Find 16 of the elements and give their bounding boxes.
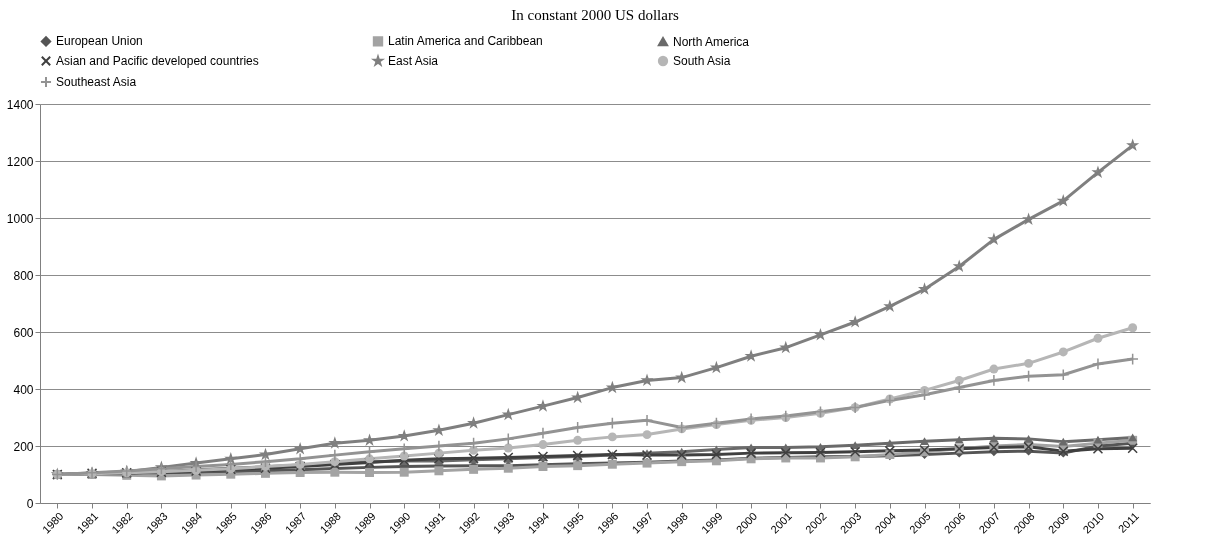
y-tick-label: 1200	[6, 154, 34, 169]
y-tick-label: 1400	[6, 97, 34, 112]
legend-label: East Asia	[388, 54, 439, 68]
legend-label: North America	[673, 34, 750, 49]
y-tick-label: 400	[13, 382, 34, 397]
legend-label: South Asia	[673, 54, 731, 68]
chart-title: In constant 2000 US dollars	[511, 7, 679, 23]
legend-label: European Union	[56, 34, 143, 49]
y-tick-label: 200	[13, 439, 34, 454]
legend-label: Asian and Pacific developed countries	[56, 54, 259, 68]
y-tick-label: 800	[13, 268, 34, 283]
legend-label: Latin America and Caribbean	[388, 34, 543, 49]
y-tick-label: 600	[13, 325, 34, 340]
y-tick-label: 0	[26, 496, 34, 511]
y-tick-label: 1000	[6, 211, 34, 226]
legend-label: Southeast Asia	[56, 75, 137, 89]
